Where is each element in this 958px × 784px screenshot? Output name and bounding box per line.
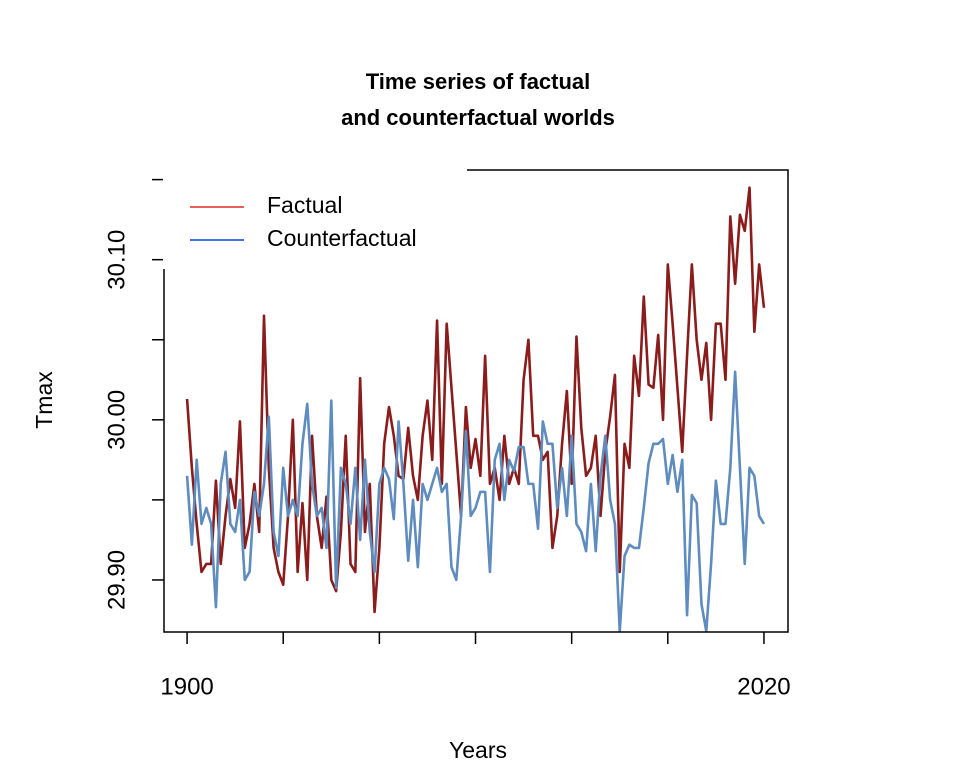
legend-box [163,169,467,269]
chart-title: Time series of factual [366,69,591,94]
legend-label: Factual [267,192,342,218]
chart-title: and counterfactual worlds [341,105,615,130]
legend-label: Counterfactual [267,225,417,251]
y-tick-label: 30.00 [103,390,130,450]
y-tick-label: 29.90 [103,550,130,610]
series-line [185,370,766,632]
y-tick-label: 30.10 [103,230,130,290]
x-tick-label: 2020 [737,673,790,700]
series-line [185,186,766,614]
x-tick-label: 1900 [160,673,213,700]
x-axis-label: Years [449,737,507,763]
y-axis-label: Tmax [31,371,57,429]
